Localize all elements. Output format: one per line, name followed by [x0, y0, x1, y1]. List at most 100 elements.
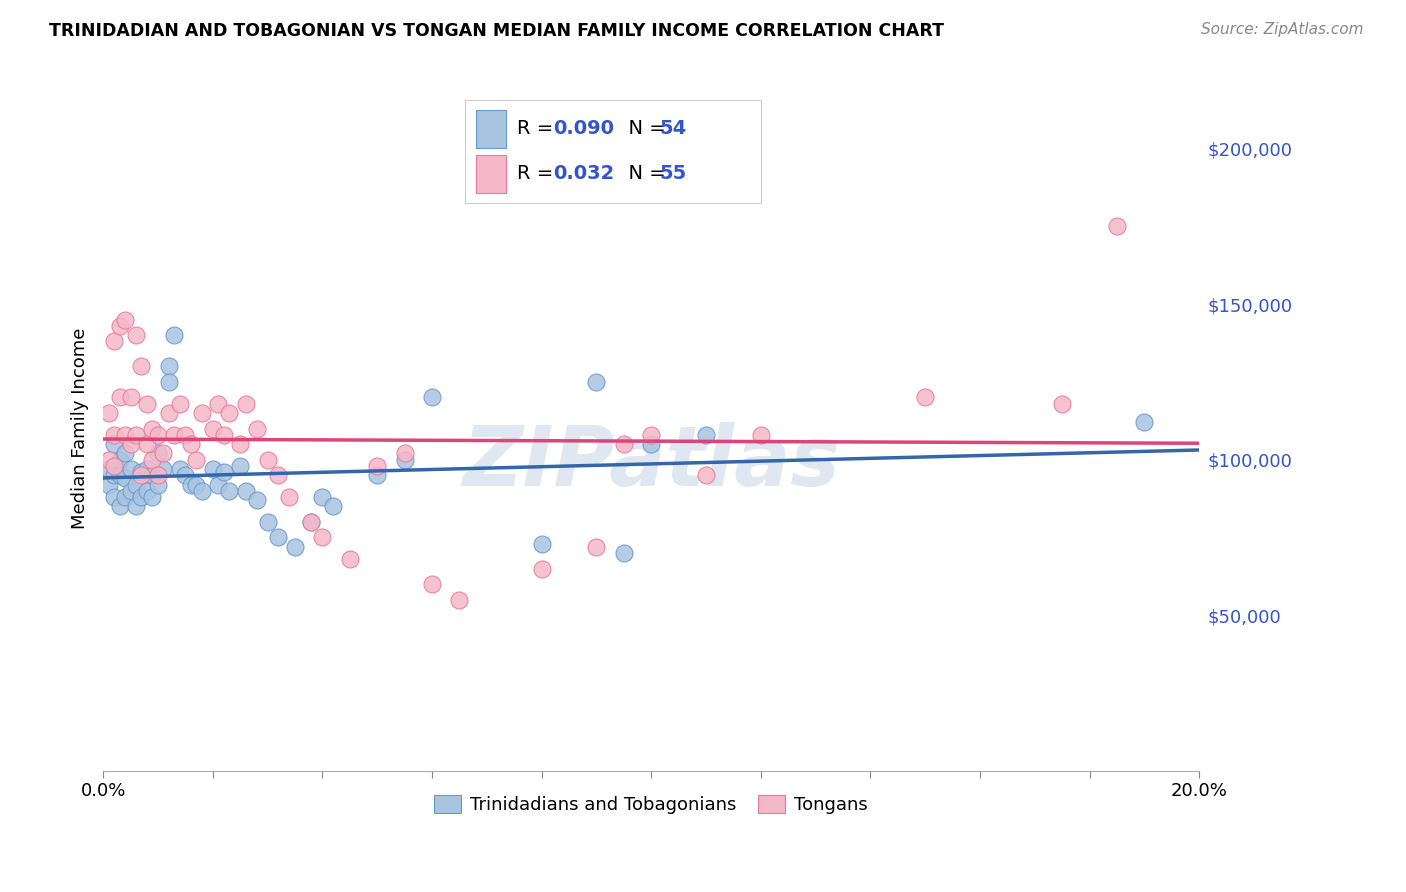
- Point: [103, 437, 125, 451]
- Point: [366, 458, 388, 473]
- Point: [120, 391, 142, 405]
- Point: [114, 446, 136, 460]
- Text: 0.090: 0.090: [554, 120, 614, 138]
- Point: [125, 500, 148, 514]
- Point: [585, 375, 607, 389]
- Point: [339, 552, 361, 566]
- Point: [141, 468, 163, 483]
- Point: [163, 328, 186, 343]
- Point: [613, 546, 636, 560]
- Point: [640, 437, 662, 451]
- Point: [157, 406, 180, 420]
- FancyBboxPatch shape: [475, 155, 506, 193]
- FancyBboxPatch shape: [475, 110, 506, 147]
- Point: [174, 427, 197, 442]
- Point: [136, 437, 159, 451]
- Point: [120, 483, 142, 498]
- Point: [201, 462, 224, 476]
- Point: [97, 477, 120, 491]
- Point: [394, 452, 416, 467]
- Point: [131, 465, 153, 479]
- Point: [218, 483, 240, 498]
- Point: [640, 427, 662, 442]
- Point: [420, 577, 443, 591]
- Point: [157, 375, 180, 389]
- Point: [120, 462, 142, 476]
- Point: [152, 446, 174, 460]
- Point: [120, 437, 142, 451]
- Text: N =: N =: [616, 120, 672, 138]
- Point: [141, 452, 163, 467]
- Point: [256, 515, 278, 529]
- FancyBboxPatch shape: [465, 100, 761, 202]
- Legend: Trinidadians and Tobagonians, Tongans: Trinidadians and Tobagonians, Tongans: [425, 786, 877, 823]
- Point: [245, 493, 267, 508]
- Point: [108, 391, 131, 405]
- Point: [749, 427, 772, 442]
- Point: [191, 406, 214, 420]
- Point: [186, 452, 208, 467]
- Point: [1105, 219, 1128, 234]
- Point: [97, 452, 120, 467]
- Point: [695, 427, 717, 442]
- Y-axis label: Median Family Income: Median Family Income: [72, 328, 89, 529]
- Point: [420, 391, 443, 405]
- Point: [163, 427, 186, 442]
- Point: [449, 592, 471, 607]
- Point: [311, 490, 333, 504]
- Point: [136, 483, 159, 498]
- Point: [146, 427, 169, 442]
- Point: [235, 397, 257, 411]
- Point: [180, 477, 202, 491]
- Point: [174, 468, 197, 483]
- Point: [146, 468, 169, 483]
- Text: ZIPatlas: ZIPatlas: [463, 422, 839, 503]
- Point: [114, 490, 136, 504]
- Point: [235, 483, 257, 498]
- Point: [131, 468, 153, 483]
- Point: [212, 465, 235, 479]
- Point: [299, 515, 322, 529]
- Point: [125, 328, 148, 343]
- Point: [218, 406, 240, 420]
- Point: [914, 391, 936, 405]
- Point: [114, 312, 136, 326]
- Point: [394, 446, 416, 460]
- Point: [131, 359, 153, 374]
- Point: [108, 500, 131, 514]
- Point: [169, 462, 191, 476]
- Point: [695, 468, 717, 483]
- Point: [212, 427, 235, 442]
- Point: [245, 421, 267, 435]
- Point: [103, 458, 125, 473]
- Point: [256, 452, 278, 467]
- Point: [207, 397, 229, 411]
- Text: 54: 54: [659, 120, 688, 138]
- Point: [530, 561, 553, 575]
- Point: [284, 540, 307, 554]
- Point: [146, 477, 169, 491]
- Point: [311, 530, 333, 544]
- Point: [322, 500, 344, 514]
- Text: R =: R =: [517, 164, 560, 184]
- Point: [267, 530, 290, 544]
- Point: [97, 406, 120, 420]
- Point: [97, 462, 120, 476]
- Point: [136, 462, 159, 476]
- Point: [114, 471, 136, 485]
- Text: R =: R =: [517, 120, 560, 138]
- Point: [229, 458, 252, 473]
- Point: [191, 483, 214, 498]
- Point: [207, 477, 229, 491]
- Point: [180, 437, 202, 451]
- Point: [103, 427, 125, 442]
- Text: TRINIDADIAN AND TOBAGONIAN VS TONGAN MEDIAN FAMILY INCOME CORRELATION CHART: TRINIDADIAN AND TOBAGONIAN VS TONGAN MED…: [49, 22, 945, 40]
- Point: [366, 468, 388, 483]
- Point: [613, 437, 636, 451]
- Point: [278, 490, 301, 504]
- Point: [530, 536, 553, 550]
- Point: [108, 452, 131, 467]
- Point: [103, 334, 125, 349]
- Point: [186, 477, 208, 491]
- Text: N =: N =: [616, 164, 672, 184]
